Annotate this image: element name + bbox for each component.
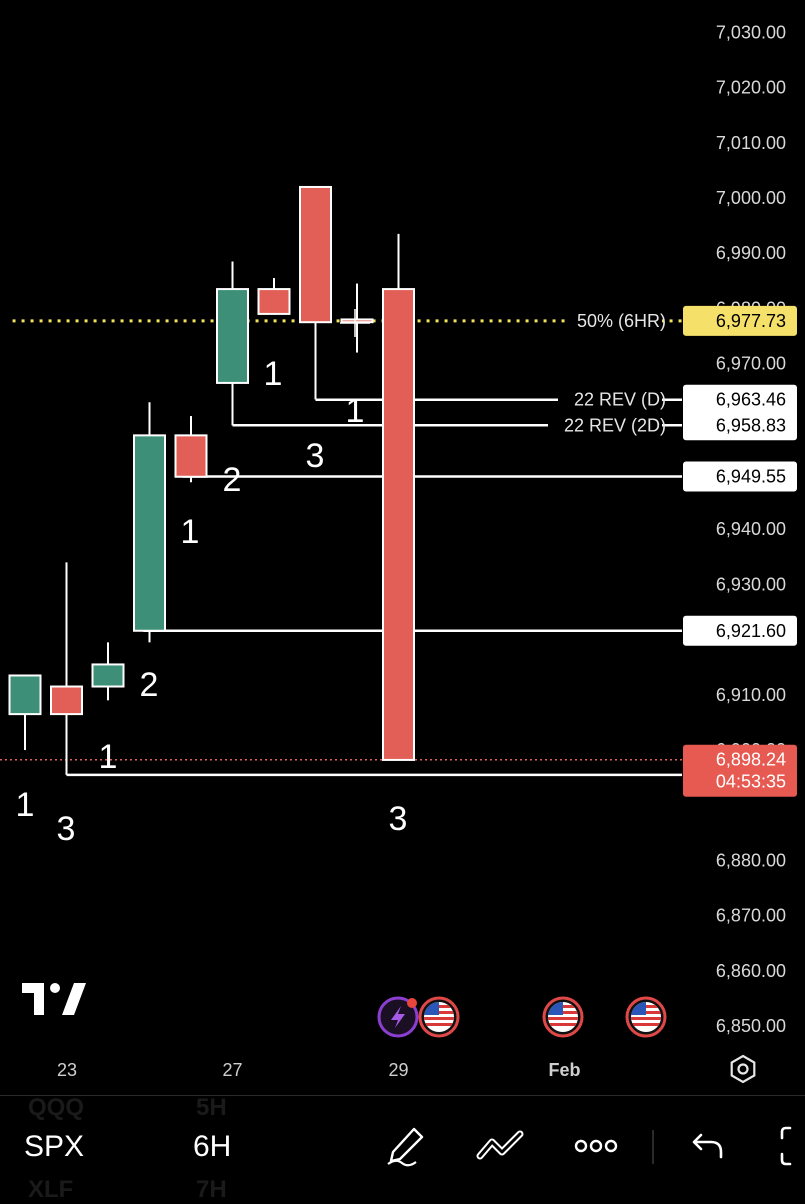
price-tag (683, 384, 797, 415)
fullscreen-icon[interactable] (772, 1122, 805, 1170)
price-tag-value: 6,958.83 (716, 415, 786, 435)
us-flag-icon[interactable] (418, 996, 460, 1038)
price-axis-tick: 7,030.00 (716, 22, 786, 42)
candle-down (382, 288, 415, 761)
us-flag-icon[interactable] (542, 996, 584, 1038)
price-tag (683, 461, 797, 492)
price-axis-tick: 6,910.00 (716, 685, 786, 705)
candle-up (133, 434, 166, 632)
candlestick-chart[interactable]: 50% (6HR)22 REV (D)22 REV (2D) 132112131… (0, 0, 805, 1095)
bottom-toolbar: QQQ 5H SPX 6H XLF 7H (0, 1094, 805, 1203)
price-levels: 50% (6HR) 22 REV (D) 22 REV (2D) (0, 308, 682, 777)
ghost-interval-bottom: 7H (196, 1176, 227, 1203)
last-price-countdown: 04:53:35 (716, 772, 786, 792)
strat-number-label: 3 (57, 810, 76, 848)
strat-number-label: 2 (223, 461, 242, 499)
price-level-label: 22 REV (D) (574, 390, 666, 410)
price-axis-tick: 7,000.00 (716, 188, 786, 208)
candle-up (216, 288, 249, 384)
price-tag-value: 6,921.60 (716, 621, 786, 641)
strat-number-label: 3 (306, 437, 325, 475)
trendline-icon[interactable] (476, 1122, 524, 1170)
price-tag-value: 6,963.46 (716, 390, 786, 410)
symbol-button[interactable]: SPX (24, 1130, 85, 1163)
price-axis[interactable]: 7,030.00 7,020.00 7,010.00 7,000.00 6,990.00… (716, 22, 786, 1036)
price-tag-value: 6,977.73 (716, 311, 786, 331)
more-icon[interactable] (572, 1122, 620, 1170)
pencil-icon[interactable] (382, 1122, 430, 1170)
price-axis-tick: 6,940.00 (716, 519, 786, 539)
price-axis-tick: 6,850.00 (716, 1016, 786, 1036)
price-level-label: 50% (6HR) (577, 311, 666, 331)
candle-down (174, 434, 208, 478)
price-tag-value: 6,949.55 (716, 466, 786, 486)
candle-up (91, 663, 125, 688)
time-axis-tick: Feb (548, 1060, 580, 1080)
price-level-label: 22 REV (2D) (564, 415, 666, 435)
time-axis-tick: 23 (57, 1060, 77, 1080)
strat-number-label: 1 (181, 513, 200, 551)
strat-number-label: 1 (264, 355, 283, 393)
tradingview-logo-icon[interactable] (22, 983, 86, 1015)
price-axis-tick: 6,880.00 (716, 850, 786, 870)
price-axis-tick: 6,970.00 (716, 354, 786, 374)
interval-button[interactable]: 6H (193, 1130, 232, 1163)
price-tag (683, 615, 797, 646)
toolbar-divider (652, 1130, 654, 1164)
settings-icon[interactable] (730, 1054, 756, 1084)
price-level-label-bg (568, 308, 662, 333)
last-price-tag (683, 744, 797, 797)
candle-down (340, 318, 374, 324)
price-axis-tick: 6,860.00 (716, 961, 786, 981)
lightning-event-icon[interactable] (377, 996, 419, 1038)
candle-down (299, 185, 332, 324)
candles (8, 185, 415, 775)
price-level-label-bg (558, 387, 662, 412)
strat-number-label: 1 (16, 786, 35, 824)
time-axis-tick: 27 (222, 1060, 242, 1080)
price-axis-tick: 7,010.00 (716, 133, 786, 153)
price-axis-tick: 6,870.00 (716, 906, 786, 926)
strat-number-label: 1 (346, 392, 365, 430)
price-tag (683, 305, 797, 336)
candle-down (257, 288, 291, 315)
price-tags: 6,977.73 6,963.46 6,958.83 6,949.55 6,921.60… (683, 305, 797, 797)
crosshair-cursor-icon (340, 309, 370, 337)
price-axis-tick: 7,020.00 (716, 78, 786, 98)
time-axis-tick: 29 (388, 1060, 408, 1080)
last-price-value: 6,898.24 (716, 750, 786, 770)
strat-number-label: 1 (99, 738, 118, 776)
strat-number-label: 3 (389, 800, 408, 838)
price-level-label-bg (548, 413, 662, 438)
price-axis-tick: 6,990.00 (716, 243, 786, 263)
us-flag-icon[interactable] (625, 996, 667, 1038)
ghost-symbol-top: QQQ (28, 1094, 85, 1121)
candle-up (8, 674, 42, 716)
price-axis-tick: 6,930.00 (716, 574, 786, 594)
strat-number-label: 2 (140, 666, 159, 704)
ghost-interval-top: 5H (196, 1094, 227, 1121)
ghost-symbol-bottom: XLF (28, 1176, 74, 1203)
candle-down (50, 685, 83, 716)
undo-icon[interactable] (684, 1122, 732, 1170)
time-axis[interactable]: 23 27 29 Feb (57, 1060, 581, 1080)
price-tag (683, 410, 797, 441)
